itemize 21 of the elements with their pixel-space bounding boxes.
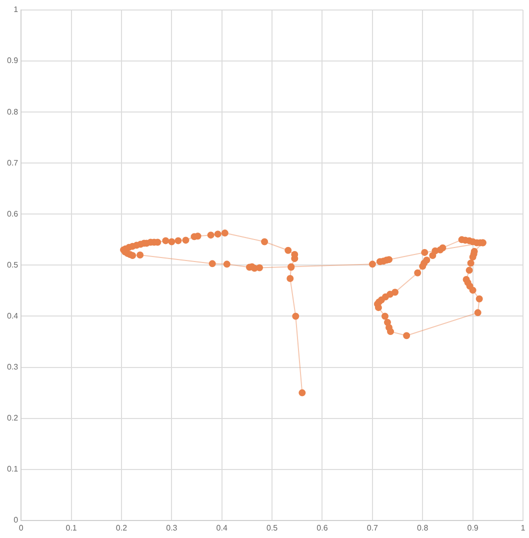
y-tick-label: 0.3 — [6, 362, 19, 372]
y-tick-label: 0.1 — [6, 464, 19, 474]
x-tick-label: 0.2 — [116, 523, 128, 532]
x-tick-label: 0.1 — [66, 523, 78, 532]
x-tick-label: 1 — [520, 523, 526, 532]
y-tick-label: 0.4 — [6, 311, 19, 320]
y-tick-label: 0.6 — [6, 209, 19, 218]
y-tick-label: 0.2 — [6, 414, 19, 423]
x-tick-label: 0.4 — [216, 523, 228, 532]
x-tick-label: 0.9 — [467, 523, 479, 532]
y-tick-label: 0.7 — [6, 158, 19, 168]
y-tick-label: 0.8 — [6, 107, 19, 116]
y-tick-label: 0.9 — [6, 56, 19, 66]
x-tick-label: 0.6 — [316, 523, 328, 532]
x-tick-label: 0.5 — [266, 523, 278, 532]
y-tick-label: 0.5 — [6, 260, 19, 270]
x-tick-label: 0.3 — [166, 523, 178, 532]
x-tick-label: 0.8 — [417, 523, 429, 532]
x-tick-label: 0.7 — [366, 523, 379, 532]
y-tick-label: 1 — [14, 5, 19, 14]
y-tick-label: 0 — [14, 516, 19, 525]
